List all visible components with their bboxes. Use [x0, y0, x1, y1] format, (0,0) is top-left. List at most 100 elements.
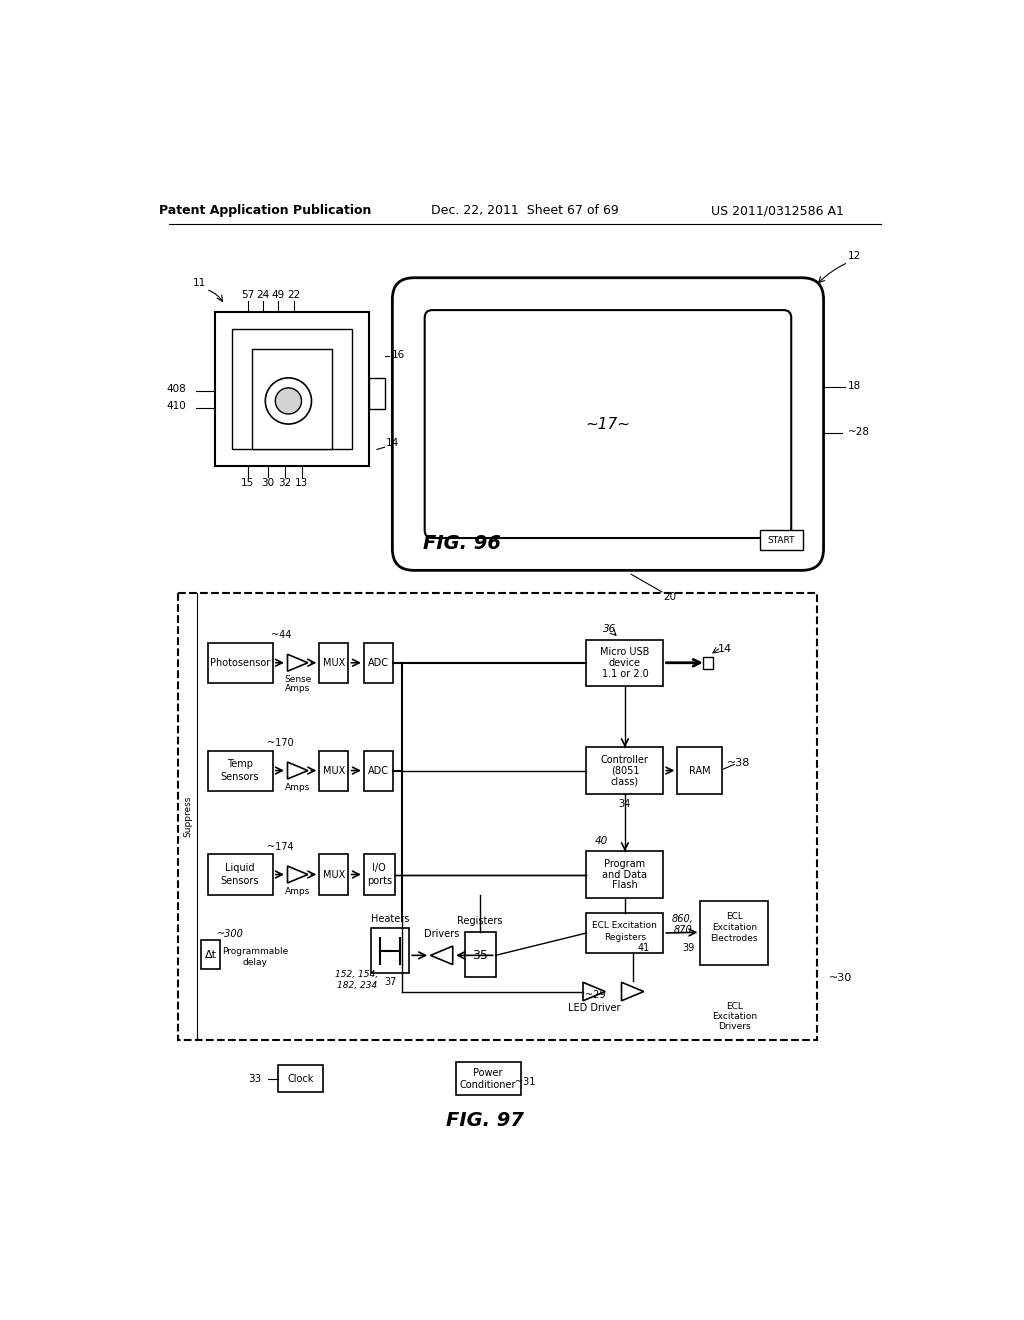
Text: I/O: I/O [373, 863, 386, 874]
Text: 33: 33 [248, 1073, 261, 1084]
Text: ADC: ADC [368, 657, 389, 668]
Text: 37: 37 [384, 977, 396, 987]
Text: ports: ports [367, 875, 392, 886]
Text: Amps: Amps [285, 887, 310, 896]
Bar [587, 640, 664, 686]
Text: 39: 39 [682, 942, 694, 953]
Text: ECL Excitation: ECL Excitation [593, 921, 657, 929]
Text: 870: 870 [673, 925, 692, 935]
Polygon shape [583, 982, 605, 1001]
Text: 152, 154,: 152, 154, [336, 970, 379, 979]
Bar [364, 854, 394, 895]
Text: ~300: ~300 [217, 929, 244, 939]
Text: Dec. 22, 2011  Sheet 67 of 69: Dec. 22, 2011 Sheet 67 of 69 [431, 205, 618, 218]
Text: Clock: Clock [288, 1073, 314, 1084]
Text: Liquid: Liquid [225, 863, 255, 874]
Text: Program: Program [604, 859, 645, 869]
Text: 14: 14 [386, 438, 399, 449]
Bar [364, 643, 393, 682]
Bar [319, 751, 348, 791]
Text: 49: 49 [271, 290, 285, 301]
Text: Micro USB: Micro USB [600, 647, 649, 657]
Text: Amps: Amps [285, 783, 310, 792]
Text: Sensors: Sensors [220, 772, 259, 781]
Text: ~29: ~29 [586, 990, 606, 1001]
Text: Sensors: Sensors [220, 875, 259, 886]
Text: ~17~: ~17~ [586, 417, 631, 432]
Text: 860,: 860, [672, 915, 693, 924]
Polygon shape [622, 982, 644, 1001]
Text: 30: 30 [261, 478, 274, 488]
Text: 16: 16 [392, 350, 406, 360]
Text: Programmable: Programmable [222, 946, 289, 956]
Bar [364, 751, 393, 791]
Text: Excitation: Excitation [712, 1012, 757, 1022]
Text: Registers: Registers [604, 933, 646, 942]
Text: 182, 234: 182, 234 [337, 981, 377, 990]
Text: 22: 22 [287, 290, 300, 301]
Text: MUX: MUX [323, 657, 345, 668]
Bar [703, 656, 713, 669]
Text: 34: 34 [618, 800, 631, 809]
Text: ~38: ~38 [727, 758, 751, 768]
Text: FIG. 97: FIG. 97 [445, 1111, 523, 1130]
Text: 18: 18 [848, 380, 861, 391]
Text: ECL: ECL [726, 912, 742, 921]
FancyBboxPatch shape [425, 310, 792, 539]
Text: and Data: and Data [602, 870, 647, 879]
Text: 14: 14 [718, 644, 732, 653]
Bar [456, 1061, 521, 1096]
Bar [232, 330, 352, 449]
Polygon shape [430, 946, 453, 965]
Text: Sense: Sense [284, 676, 311, 684]
FancyBboxPatch shape [392, 277, 823, 570]
Polygon shape [288, 762, 308, 779]
Text: 408: 408 [166, 384, 186, 395]
Text: FIG. 96: FIG. 96 [423, 533, 501, 553]
Text: Amps: Amps [285, 684, 310, 693]
Text: Patent Application Publication: Patent Application Publication [159, 205, 372, 218]
Polygon shape [288, 655, 308, 671]
Bar [319, 854, 348, 895]
Text: delay: delay [243, 958, 267, 966]
Bar [761, 531, 803, 550]
Text: Controller: Controller [601, 755, 649, 764]
Text: 41: 41 [638, 942, 650, 953]
Bar [465, 932, 496, 977]
Circle shape [265, 378, 311, 424]
Text: Drivers: Drivers [718, 1023, 751, 1031]
Text: US 2011/0312586 A1: US 2011/0312586 A1 [711, 205, 844, 218]
Text: Conditioner: Conditioner [460, 1081, 516, 1090]
Bar [178, 594, 817, 1040]
Text: ~44: ~44 [270, 630, 291, 640]
Text: class): class) [611, 776, 639, 787]
Text: (8051: (8051 [610, 766, 639, 776]
Polygon shape [288, 866, 308, 883]
Text: Suppress: Suppress [184, 796, 193, 837]
Text: 40: 40 [595, 836, 608, 846]
Text: 1.1 or 2.0: 1.1 or 2.0 [601, 668, 648, 678]
Text: ~30: ~30 [828, 973, 852, 983]
Text: 410: 410 [166, 401, 186, 412]
Text: Temp: Temp [227, 759, 253, 770]
Bar [677, 747, 722, 793]
Text: 12: 12 [848, 251, 861, 261]
Text: device: device [609, 657, 641, 668]
Text: ~31: ~31 [515, 1077, 535, 1088]
Text: MUX: MUX [323, 766, 345, 776]
Text: ADC: ADC [368, 766, 389, 776]
Text: 32: 32 [278, 478, 291, 488]
Bar [587, 747, 664, 793]
Text: LED Driver: LED Driver [568, 1003, 621, 1014]
Text: Power: Power [473, 1068, 503, 1078]
Bar [252, 350, 333, 450]
Text: Drivers: Drivers [424, 929, 460, 939]
Bar [208, 854, 273, 895]
Bar [587, 913, 664, 953]
Text: Registers: Registers [458, 916, 503, 927]
Bar [208, 643, 273, 682]
Bar [208, 751, 273, 791]
Text: ~170: ~170 [267, 738, 294, 748]
Text: Δt: Δt [205, 950, 217, 961]
Bar [215, 313, 370, 466]
